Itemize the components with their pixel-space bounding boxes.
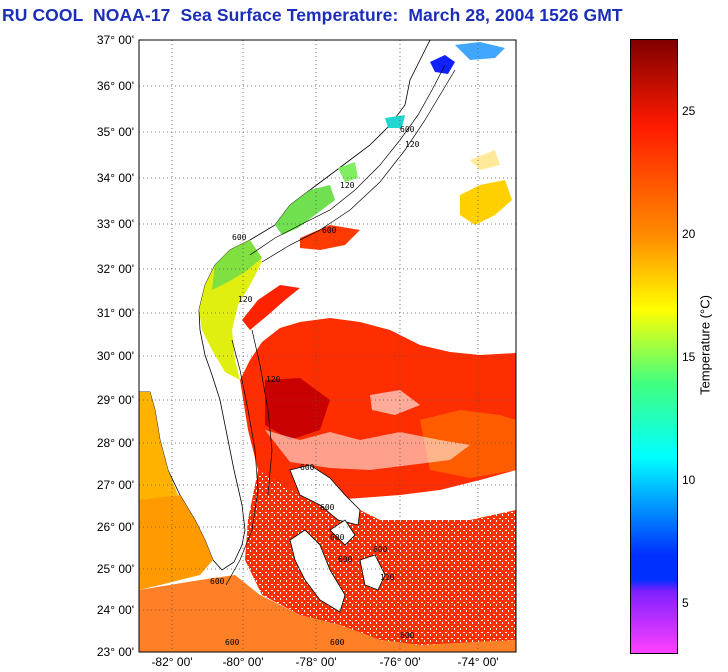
colorbar-tick-label: 25 — [682, 104, 696, 118]
bahamas-region-water — [245, 470, 516, 645]
lat-tick-label: 31° 00' — [96, 306, 134, 320]
lat-tick-label: 29° 00' — [96, 393, 134, 407]
gulf-water-north — [139, 392, 178, 500]
lat-tick-label: 33° 00' — [96, 217, 134, 231]
graticule — [139, 40, 516, 652]
lat-tick-label: 25° 00' — [96, 562, 134, 576]
contour-label: 120 — [340, 181, 355, 190]
lat-tick-label: 26° 00' — [96, 520, 134, 534]
lat-tick-label: 27° 00' — [96, 478, 134, 492]
contour-label: 600 — [210, 577, 225, 586]
map-frame — [138, 39, 517, 653]
lon-tick-label: -76° 00' — [379, 655, 421, 669]
contour-label: 600 — [232, 233, 247, 242]
contour-label: 600 — [400, 125, 415, 134]
lat-tick-label: 36° 00' — [96, 79, 134, 93]
isobath-120 — [225, 339, 259, 586]
colorbar-tick-label: 15 — [682, 350, 696, 364]
isobath-120-north — [249, 64, 446, 256]
lat-tick-label: 34° 00' — [96, 171, 134, 185]
contour-label: 120 — [238, 295, 253, 304]
northeast-yellow-patch — [460, 180, 512, 225]
carolina-shelf-green — [275, 185, 335, 235]
cool-water-patch — [455, 42, 505, 60]
lat-tick-label: 37° 00' — [96, 33, 134, 47]
northeast-faint-patch — [470, 150, 500, 170]
great-bahama-bank — [289, 529, 346, 613]
gulf-water-south — [139, 495, 213, 590]
contour-label: 600 — [322, 226, 337, 235]
cold-water-patch — [430, 55, 455, 74]
colorbar-tick-label: 10 — [682, 473, 696, 487]
bahamas-island — [359, 554, 386, 591]
cloud-cover-2 — [370, 390, 420, 415]
bahamas-island-2 — [329, 519, 356, 546]
lon-tick-label: -80° 00' — [222, 655, 264, 669]
contour-label: 120 — [405, 140, 420, 149]
carolina-shelf-patch — [338, 162, 358, 182]
lat-tick-label: 28° 00' — [96, 436, 134, 450]
lat-tick-label: 24° 00' — [96, 603, 134, 617]
lat-tick-label: 23° 00' — [96, 645, 134, 659]
contour-label: 600 — [330, 638, 345, 647]
contour-label: 600 — [225, 638, 240, 647]
contour-labels: 600 120 120 600 120 600 120 600 600 600 … — [210, 125, 420, 647]
shelf-water-green — [212, 240, 262, 290]
contour-label: 600 — [338, 555, 353, 564]
warm-eddy-core — [265, 378, 330, 440]
contour-label: 120 — [380, 573, 395, 582]
temperature-colorbar — [630, 39, 678, 654]
contour-label: 600 — [373, 545, 388, 554]
florida-straits-water — [139, 575, 516, 652]
lon-tick-label: -78° 00' — [295, 655, 337, 669]
contour-label: 120 — [266, 375, 281, 384]
lat-tick-label: 30° 00' — [96, 349, 134, 363]
contour-label: 600 — [320, 503, 335, 512]
offshore-orange-water — [420, 410, 516, 478]
colorbar-tick-label: 5 — [682, 596, 689, 610]
map-title: RU COOL NOAA-17 Sea Surface Temperature:… — [2, 5, 623, 25]
lon-tick-label: -82° 00' — [151, 655, 193, 669]
little-bahama-bank — [289, 464, 361, 526]
contour-label: 600 — [330, 533, 345, 542]
lon-tick-label: -74° 00' — [457, 655, 499, 669]
contour-label: 600 — [400, 631, 415, 640]
lat-tick-label: 32° 00' — [96, 262, 134, 276]
florida-landmass — [139, 40, 431, 571]
lat-tick-label: 35° 00' — [96, 125, 134, 139]
colorbar-tick-label: 20 — [682, 227, 696, 241]
gulf-stream-north-lobe — [242, 285, 300, 330]
colorbar-title: Temperature (°C) — [697, 295, 713, 395]
isobath-600-north — [261, 69, 456, 263]
contour-label: 600 — [300, 463, 315, 472]
isobath-600 — [251, 329, 273, 496]
gulf-stream-offshore-lobe — [300, 225, 360, 250]
